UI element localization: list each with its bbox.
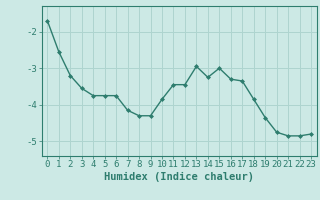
X-axis label: Humidex (Indice chaleur): Humidex (Indice chaleur): [104, 172, 254, 182]
